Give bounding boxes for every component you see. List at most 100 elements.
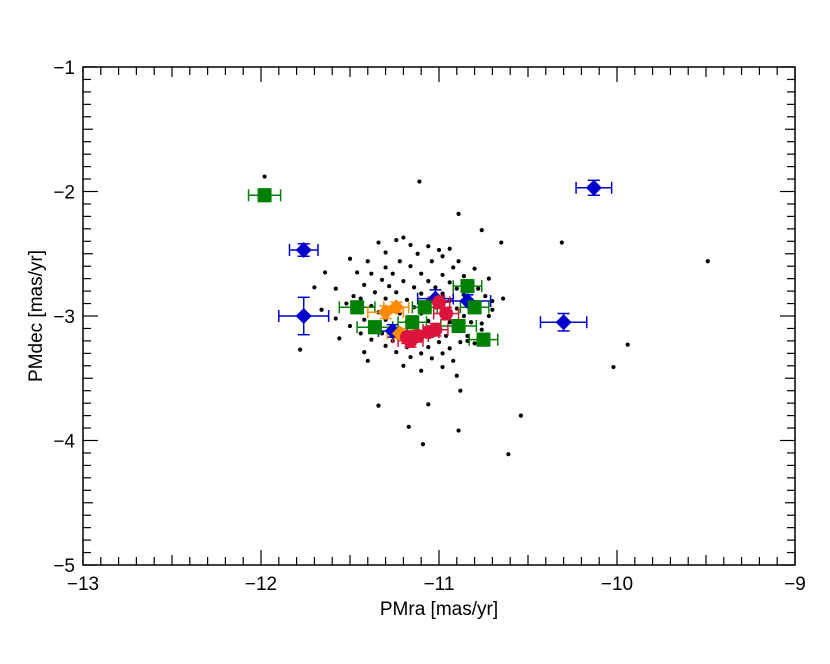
star-point (456, 259, 461, 264)
y-tick-label: −2 (53, 183, 75, 204)
star-point (426, 402, 431, 407)
star-point (408, 354, 413, 360)
diamond-marker (388, 299, 405, 316)
star-point (440, 364, 445, 370)
square-marker (257, 188, 272, 203)
star-point (406, 424, 411, 429)
y-tick-label: −3 (53, 307, 75, 328)
star-point (705, 259, 710, 264)
y-tick-label: −1 (53, 58, 75, 79)
star-point (440, 351, 445, 356)
star-point (387, 284, 392, 289)
star-point (447, 346, 452, 351)
star-point (397, 259, 402, 264)
star-point (468, 320, 474, 325)
star-point (379, 277, 385, 282)
star-point (394, 290, 399, 295)
square-marker (476, 332, 491, 347)
star-point (358, 296, 363, 301)
star-point (426, 244, 431, 249)
star-point (454, 286, 459, 291)
star-point (454, 373, 459, 378)
star-point (436, 340, 442, 345)
star-point (447, 320, 452, 325)
star-point (362, 350, 367, 355)
star-point (625, 342, 630, 347)
diamond-marker (555, 314, 572, 331)
star-point (461, 313, 467, 319)
highlighted-markers (257, 179, 602, 348)
star-point (415, 251, 420, 256)
star-point (383, 296, 388, 301)
star-point (394, 350, 399, 355)
background-stars (262, 174, 710, 457)
star-point (401, 279, 406, 284)
star-point (262, 174, 267, 179)
star-point (433, 285, 438, 290)
star-point (429, 259, 434, 264)
circle-marker (410, 328, 425, 343)
star-point (476, 286, 481, 291)
star-point (351, 293, 356, 299)
star-point (347, 323, 353, 329)
diamond-marker (295, 242, 312, 259)
star-point (419, 351, 424, 356)
star-point (369, 271, 374, 276)
square-marker (460, 279, 475, 294)
star-point (383, 343, 388, 348)
axis-minor-ticks (83, 67, 795, 565)
star-point (436, 247, 442, 253)
circle-marker (439, 306, 454, 321)
star-point (426, 279, 431, 284)
star-point (490, 307, 495, 312)
star-point (362, 317, 367, 322)
x-tick-label: −12 (245, 574, 277, 595)
star-point (390, 271, 395, 276)
star-point (365, 358, 370, 363)
star-point (420, 442, 426, 447)
x-tick-label: −11 (424, 574, 455, 595)
star-point (559, 240, 564, 245)
star-point (486, 313, 491, 319)
star-point (319, 307, 324, 312)
diamond-marker (295, 308, 312, 324)
star-point (337, 336, 342, 341)
star-point (479, 227, 484, 233)
star-point (451, 265, 456, 270)
star-point (426, 345, 431, 350)
circle-marker (421, 325, 436, 340)
star-point (401, 363, 406, 368)
star-point (456, 211, 461, 217)
star-point (456, 428, 461, 433)
square-marker (350, 300, 365, 315)
star-point (417, 179, 422, 184)
star-point (440, 272, 445, 278)
star-point (298, 347, 303, 352)
diamond-marker (585, 179, 602, 196)
star-point (440, 254, 445, 259)
y-tick-labels: −5 −4 −3 −2 −1 (53, 58, 75, 577)
square-marker (451, 318, 466, 333)
star-point (394, 237, 399, 243)
star-point (447, 280, 452, 285)
y-tick-label: −5 (53, 556, 75, 577)
star-point (611, 364, 616, 370)
star-point (458, 340, 463, 345)
star-point (447, 246, 452, 251)
star-point (429, 356, 434, 361)
star-point (312, 285, 317, 290)
star-point (419, 368, 424, 373)
star-point (372, 290, 378, 295)
x-tick-label: −9 (784, 574, 806, 595)
star-point (499, 240, 504, 245)
y-tick-label: −4 (53, 432, 75, 453)
star-point (408, 242, 413, 248)
x-axis-label: PMra [mas/yr] (380, 599, 498, 620)
star-point (419, 291, 424, 296)
star-point (518, 413, 523, 418)
star-point (479, 327, 484, 332)
star-point (419, 271, 424, 276)
star-point (500, 296, 506, 301)
square-marker (367, 320, 382, 335)
